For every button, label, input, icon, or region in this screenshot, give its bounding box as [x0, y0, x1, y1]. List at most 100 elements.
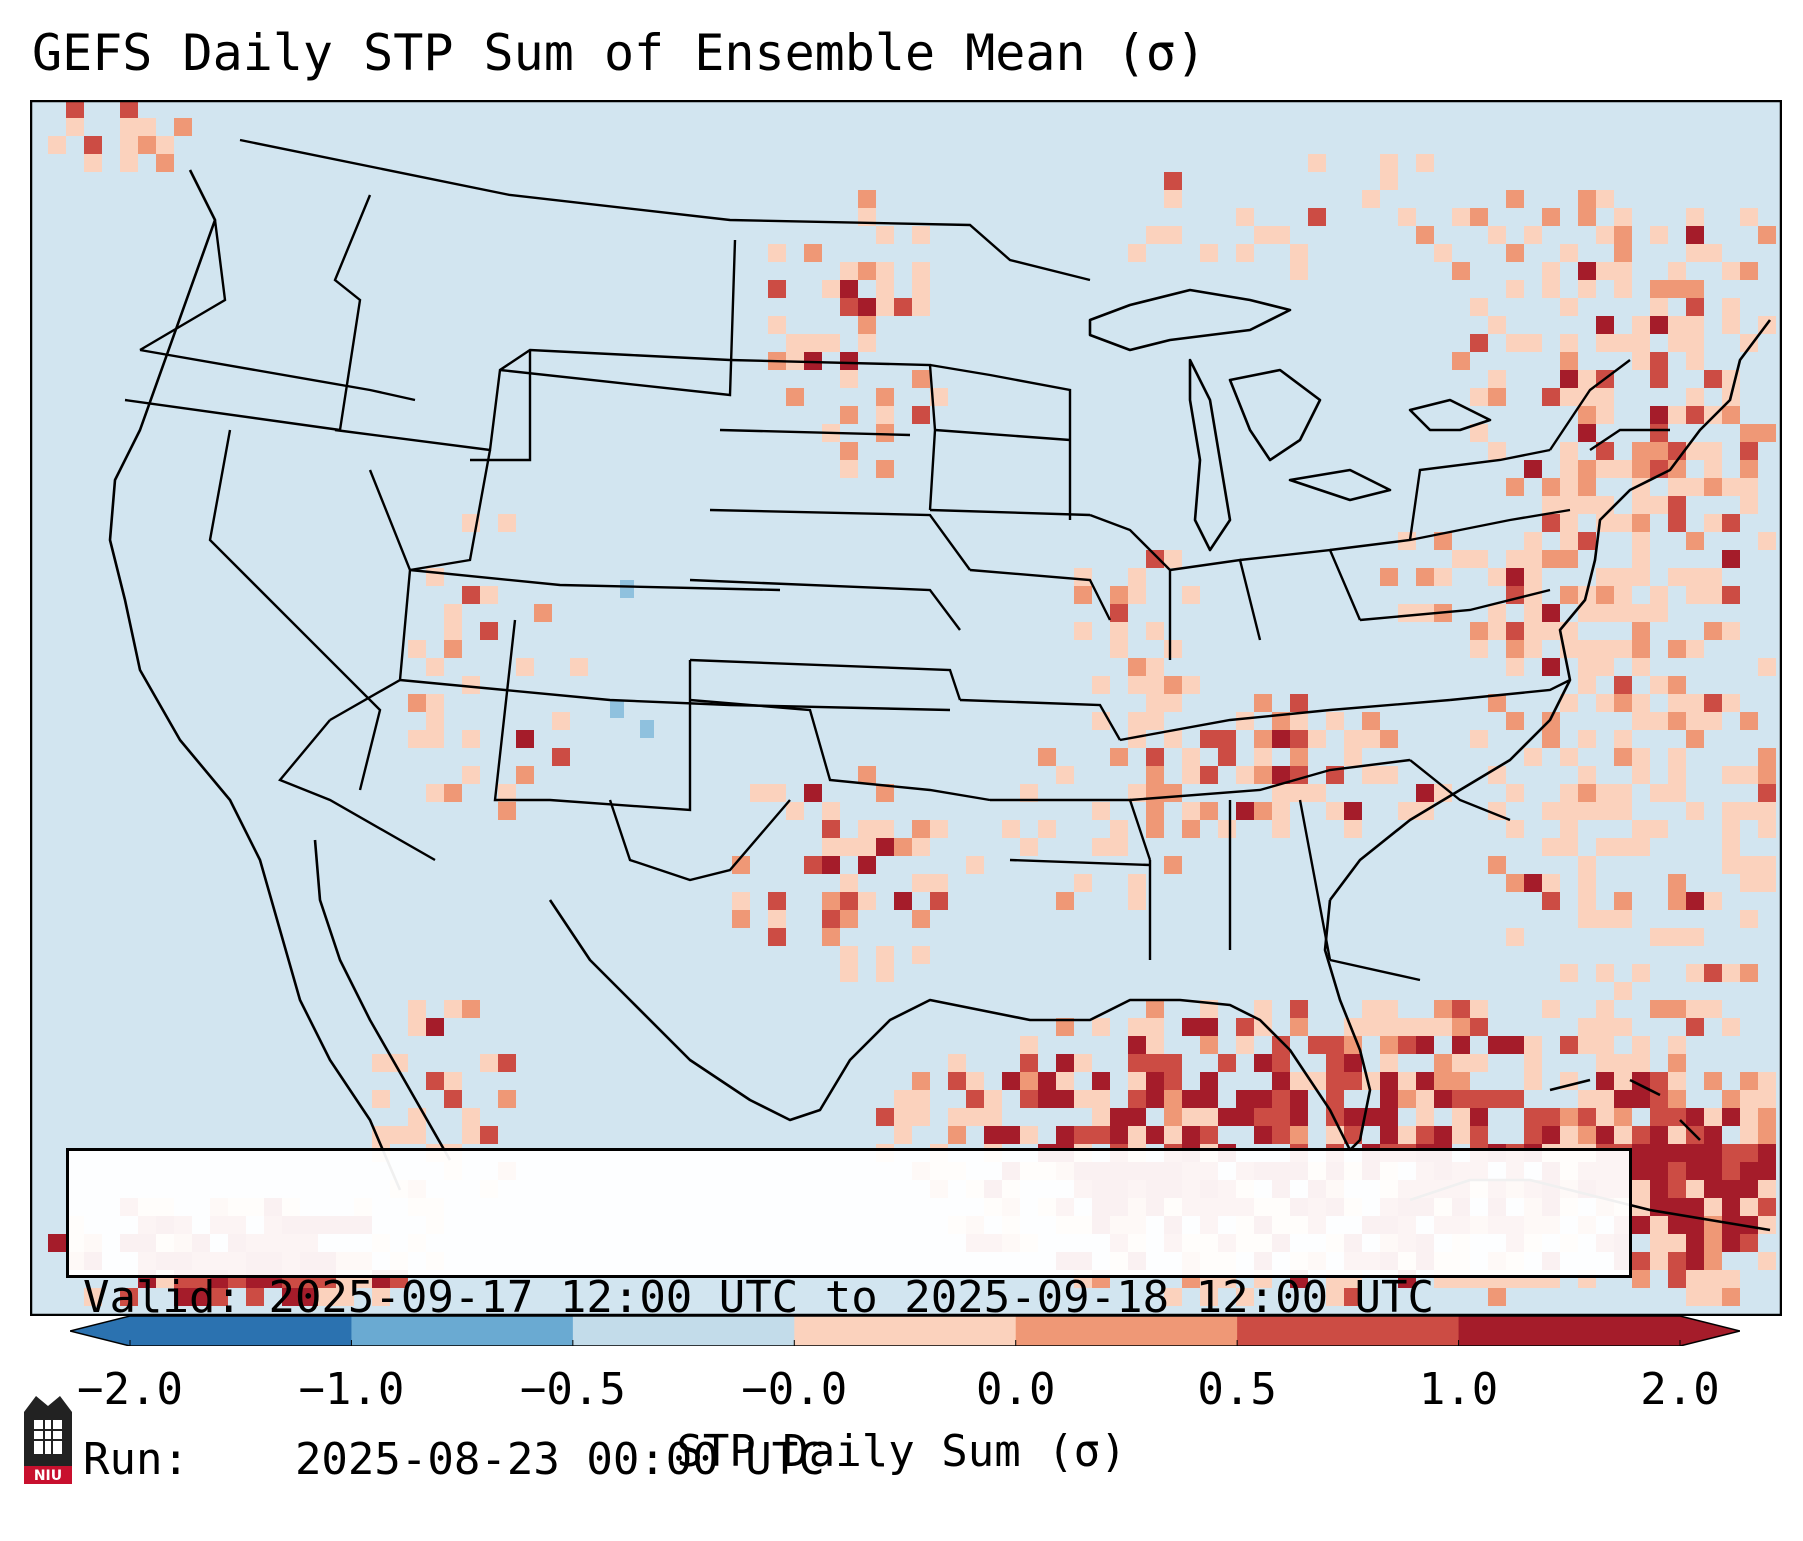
stp-cell — [1704, 1144, 1722, 1162]
stp-cell — [1398, 1090, 1416, 1108]
stp-cell — [1632, 568, 1650, 586]
stp-cell — [1182, 748, 1200, 766]
stp-cell — [426, 730, 444, 748]
stp-cell — [516, 766, 534, 784]
stp-cell — [1506, 478, 1524, 496]
stp-cell — [1614, 604, 1632, 622]
stp-cell — [1146, 1000, 1164, 1018]
stp-cell — [1650, 586, 1668, 604]
stp-cell — [1038, 1090, 1056, 1108]
stp-cell — [1596, 442, 1614, 460]
stp-cell — [1452, 550, 1470, 568]
stp-cell — [1416, 1018, 1434, 1036]
niu-logo: NIU — [24, 1396, 72, 1484]
stp-cell — [1326, 1108, 1344, 1126]
stp-cell — [1380, 1126, 1398, 1144]
stp-cell — [1614, 1090, 1632, 1108]
stp-cell — [1614, 982, 1632, 1000]
stp-cell — [1704, 442, 1722, 460]
stp-cell — [1686, 1180, 1704, 1198]
stp-cell — [1650, 1162, 1668, 1180]
colorbar-segments — [70, 1316, 1740, 1346]
stp-cell — [732, 892, 750, 910]
stp-cell — [1632, 640, 1650, 658]
stp-cell — [1092, 802, 1110, 820]
stp-cell — [1704, 1108, 1722, 1126]
stp-cell — [1632, 316, 1650, 334]
stp-cell — [1704, 1162, 1722, 1180]
stp-cell — [948, 1108, 966, 1126]
stp-cell — [1686, 892, 1704, 910]
stp-cell — [1758, 1198, 1776, 1216]
stp-cell — [1470, 640, 1488, 658]
stp-cell — [1434, 244, 1452, 262]
stp-cell — [1200, 1108, 1218, 1126]
stp-cell — [1686, 1234, 1704, 1252]
stp-cell — [1038, 1072, 1056, 1090]
stp-cell — [1452, 1072, 1470, 1090]
stp-cell — [858, 190, 876, 208]
stp-cell — [876, 946, 894, 964]
stp-cell — [1578, 658, 1596, 676]
stp-cell — [1614, 730, 1632, 748]
stp-cell — [1128, 1090, 1146, 1108]
stp-cell — [1686, 532, 1704, 550]
stp-cell — [1542, 802, 1560, 820]
stp-cell — [84, 154, 102, 172]
stp-cell — [1560, 694, 1578, 712]
stp-cell — [1416, 154, 1434, 172]
stp-cell — [1596, 406, 1614, 424]
stp-cell — [498, 1054, 516, 1072]
valid-label: Valid: — [83, 1272, 242, 1323]
colorbar-segment — [572, 1316, 795, 1346]
stp-cell — [1146, 694, 1164, 712]
stp-cell — [1758, 1180, 1776, 1198]
stp-cell — [1074, 874, 1092, 892]
stp-cell — [1704, 1180, 1722, 1198]
stp-cell — [1596, 1018, 1614, 1036]
stp-cell — [1722, 1288, 1740, 1306]
stp-cell — [1758, 1162, 1776, 1180]
stp-cell — [912, 1072, 930, 1090]
stp-cell — [1146, 226, 1164, 244]
stp-cell — [300, 1288, 318, 1306]
stp-cell — [1668, 1252, 1686, 1270]
stp-cell — [1200, 802, 1218, 820]
stp-cell — [1542, 712, 1560, 730]
stp-cell — [912, 280, 930, 298]
stp-cell — [1272, 820, 1290, 838]
stp-cell — [1632, 442, 1650, 460]
stp-cell — [1218, 820, 1236, 838]
stp-cell — [1542, 730, 1560, 748]
stp-cell — [1272, 1054, 1290, 1072]
stp-cell — [1686, 640, 1704, 658]
stp-cell — [1632, 622, 1650, 640]
stp-cell — [1740, 1144, 1758, 1162]
stp-cell — [840, 838, 858, 856]
stp-cell — [1650, 1090, 1668, 1108]
stp-cell — [1254, 1090, 1272, 1108]
stp-cell — [1686, 334, 1704, 352]
stp-cell — [1380, 568, 1398, 586]
stp-cell — [1128, 1126, 1146, 1144]
stp-cell — [1650, 1252, 1668, 1270]
stp-cell — [1290, 784, 1308, 802]
stp-cell — [1056, 1054, 1074, 1072]
stp-cell — [1596, 190, 1614, 208]
stp-cell — [1722, 856, 1740, 874]
stp-cell — [1164, 856, 1182, 874]
stp-cell — [1704, 1198, 1722, 1216]
stp-cell — [1164, 1054, 1182, 1072]
stp-cell — [1128, 874, 1146, 892]
stp-cell — [1578, 892, 1596, 910]
stp-cell — [1614, 226, 1632, 244]
stp-cell — [1470, 208, 1488, 226]
stp-cell — [138, 136, 156, 154]
stp-cell — [1560, 478, 1578, 496]
stp-cell — [1272, 226, 1290, 244]
stp-cell — [1416, 1126, 1434, 1144]
stp-cell — [1632, 1180, 1650, 1198]
stp-cell — [1632, 550, 1650, 568]
stp-cell — [1416, 1090, 1434, 1108]
stp-cell — [1146, 1072, 1164, 1090]
